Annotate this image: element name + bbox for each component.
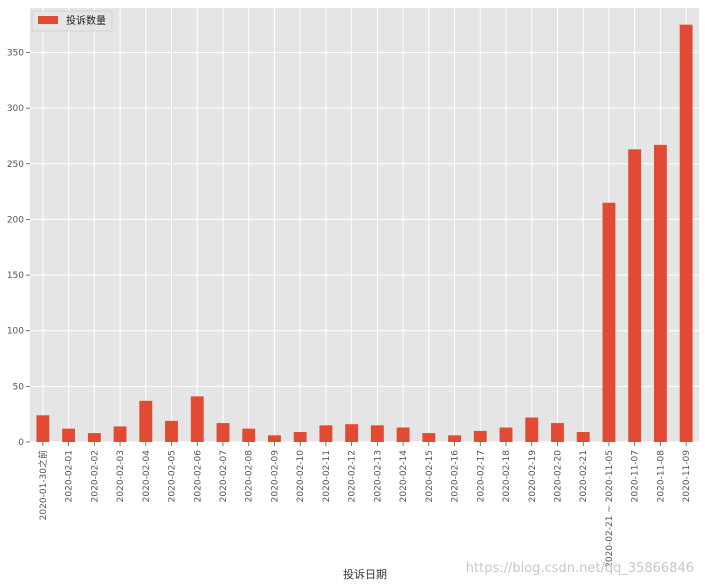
x-tick-label: 2020-11-07 <box>631 450 641 502</box>
bar <box>499 427 513 442</box>
x-tick-label: 2020-02-20 <box>553 450 563 503</box>
x-tick-label: 2020-02-06 <box>193 450 203 503</box>
bar <box>396 427 410 442</box>
y-tick-label: 300 <box>7 104 24 114</box>
x-tick-label: 2020-11-08 <box>656 450 666 503</box>
bar <box>448 435 461 442</box>
legend: 投诉数量 <box>31 10 113 32</box>
y-tick-label: 50 <box>13 382 25 392</box>
bar <box>293 431 307 442</box>
bar <box>190 396 204 442</box>
x-tick-label: 2020-02-15 <box>425 450 435 502</box>
x-tick-label: 2020-02-04 <box>142 450 152 503</box>
y-tick-label: 0 <box>18 438 24 448</box>
bars <box>36 24 693 443</box>
bar <box>62 428 76 442</box>
x-tick-label: 2020-01-30之前 <box>37 450 49 520</box>
x-tick-label: 2020-02-21 ~ 2020-11-05 <box>605 450 615 568</box>
x-tick-label: 2020-02-11 <box>322 450 332 502</box>
bar <box>473 430 487 442</box>
bar <box>628 149 642 443</box>
x-tick-label: 2020-02-21 <box>579 450 589 502</box>
x-tick-label: 2020-02-12 <box>348 450 358 502</box>
bar <box>602 202 616 442</box>
bar <box>242 428 256 442</box>
bar <box>36 415 50 442</box>
x-tick-label: 2020-02-19 <box>528 450 538 503</box>
y-tick-label: 200 <box>7 215 24 225</box>
x-tick-label: 2020-02-09 <box>270 450 280 503</box>
x-tick-label: 2020-02-02 <box>90 450 100 502</box>
x-tick-label: 2020-02-08 <box>245 450 255 503</box>
watermark: https://blog.csdn.net/qq_35866846 <box>466 561 694 576</box>
y-tick-label: 150 <box>7 271 24 281</box>
bar <box>525 417 539 442</box>
y-axis-ticks: 0 50 100 150 200 250 300 350 <box>7 49 30 448</box>
x-axis-ticks: 2020-01-30之前 2020-02-01 2020-02-02 2020-02-… <box>37 442 692 568</box>
grid-lines <box>30 8 699 443</box>
bar <box>268 435 281 442</box>
x-tick-label: 2020-02-10 <box>296 450 306 503</box>
x-tick-label: 2020-02-03 <box>116 450 126 502</box>
bar <box>113 426 127 442</box>
x-tick-label: 2020-02-16 <box>451 450 461 503</box>
bar <box>679 24 693 442</box>
x-tick-label: 2020-02-05 <box>168 450 178 502</box>
bar <box>345 424 359 442</box>
x-tick-label: 2020-02-07 <box>219 450 229 502</box>
bar <box>139 400 153 442</box>
bar <box>87 433 101 442</box>
bar <box>653 144 667 442</box>
bar <box>319 425 333 442</box>
x-tick-label: 2020-02-01 <box>65 450 75 502</box>
plot-background <box>30 8 699 442</box>
legend-swatch <box>38 16 58 24</box>
y-tick-label: 100 <box>7 327 24 337</box>
x-tick-label: 2020-02-13 <box>373 450 383 502</box>
bar <box>576 431 590 442</box>
bar <box>216 423 230 442</box>
x-tick-label: 2020-02-18 <box>502 450 512 503</box>
bar <box>422 433 436 442</box>
bar <box>370 425 384 442</box>
legend-label: 投诉数量 <box>66 14 106 27</box>
x-tick-label: 2020-02-17 <box>476 450 486 502</box>
x-tick-label: 2020-11-09 <box>682 450 692 503</box>
x-axis-label: 投诉日期 <box>343 567 387 581</box>
bar <box>551 423 564 442</box>
x-tick-label: 2020-02-14 <box>399 450 409 503</box>
bar <box>165 420 178 442</box>
y-tick-label: 350 <box>7 49 24 59</box>
y-tick-label: 250 <box>7 160 24 170</box>
